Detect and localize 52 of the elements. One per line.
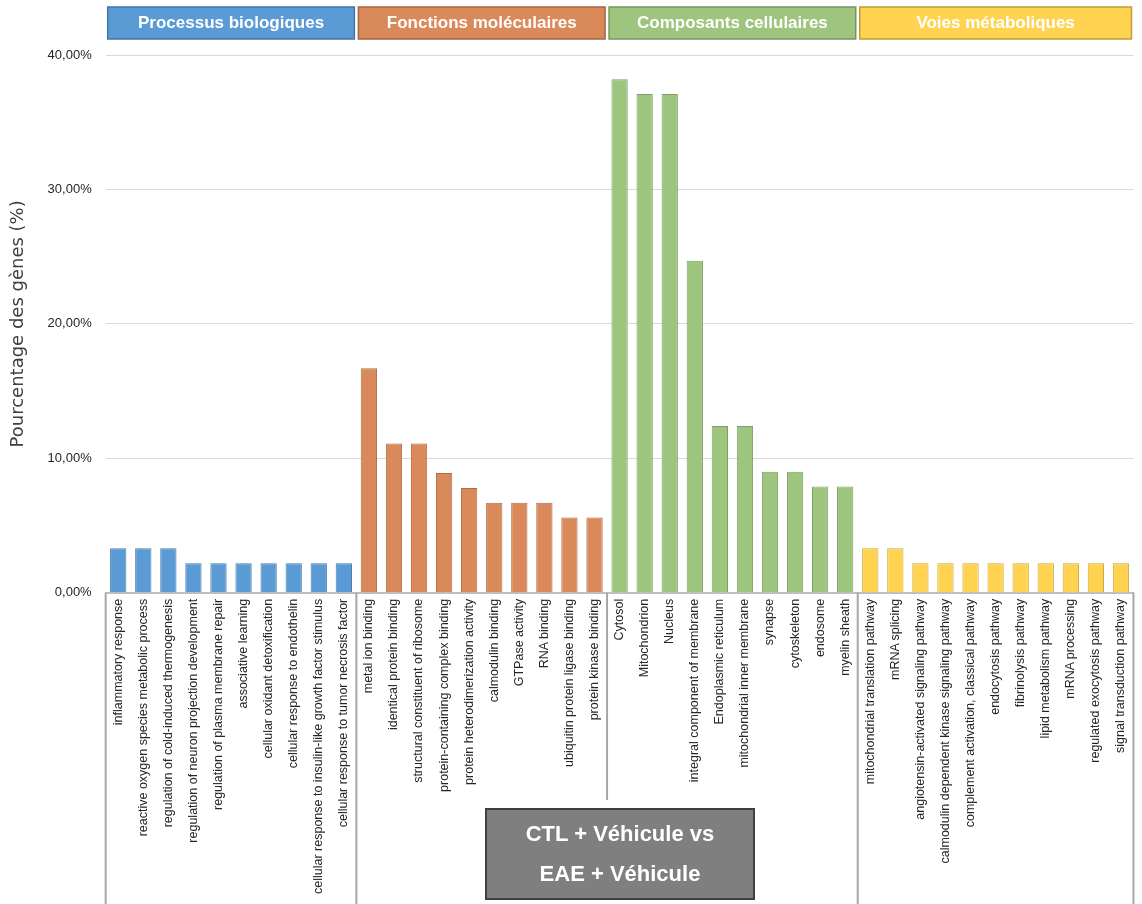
x-tick-label: mRNA processing	[1063, 598, 1078, 699]
x-tick-label: protein-containing complex binding	[436, 598, 451, 792]
x-tick-label: mRNA splicing	[887, 598, 902, 681]
x-tick-label: Nucleus	[662, 598, 677, 644]
x-tick-label: cellular oxidant detoxification	[261, 598, 276, 759]
x-tick-label: protein kinase binding	[586, 598, 601, 721]
x-tick-label: regulation of plasma membrane repair	[210, 598, 225, 810]
x-tick-label: lipid metabolism pathway	[1038, 597, 1053, 739]
x-tick-label: metal ion binding	[361, 598, 376, 694]
x-tick-label: Cytosol	[612, 598, 627, 641]
x-tick-label: Endoplasmic reticulum	[712, 598, 727, 725]
x-tick-label: associative learning	[236, 598, 251, 709]
x-tick-label: myelin sheath	[837, 598, 852, 676]
x-tick-label: integral component of membrane	[687, 598, 702, 783]
text: Fonctions moléculaires	[386, 12, 577, 32]
x-tick-label: mitochondrial translation pathway	[862, 598, 877, 785]
x-tick-label: inflammatory response	[110, 598, 125, 726]
x-tick-label: cytoskeleton	[787, 598, 802, 669]
x-tick-label: GTPase activity	[511, 597, 526, 687]
y-tick-label: 0,00%	[54, 584, 93, 600]
x-tick-label: Mitochondrion	[637, 598, 652, 678]
x-tick-label: protein heterodimerization activity	[461, 597, 476, 785]
x-tick-label: calmodulin binding	[486, 598, 501, 703]
x-tick-label: endosome	[812, 598, 827, 658]
x-tick-label: ubiquitin protein ligase binding	[561, 598, 576, 767]
x-tick-label: signal transduction pathway	[1113, 597, 1128, 753]
x-tick-label: structural constituent of ribosome	[411, 598, 426, 783]
x-tick-label: regulation of cold-induced thermogenesis	[160, 598, 175, 828]
x-tick-label: cellular response to endothelin	[286, 598, 301, 769]
x-tick-label: fibrinolysis pathway	[1013, 598, 1028, 708]
x-tick-label: angiotensin-activated signaling pathway	[912, 597, 927, 820]
x-tick-label: mitochondrial inner membrane	[737, 598, 752, 768]
y-tick-label: 10,00%	[47, 449, 93, 465]
x-tick-label: complement activation, classical pathway	[963, 597, 977, 828]
x-tick-label: cellular response to insulin-like growth factor stimulus	[311, 598, 326, 894]
x-tick-label: endocytosis pathway	[988, 597, 1003, 715]
text: Voies métaboliques	[916, 12, 1075, 32]
y-tick-label: 30,00%	[47, 181, 93, 197]
x-tick-label: regulation of neuron projection development	[185, 598, 200, 843]
text: Processus biologiques	[137, 12, 325, 32]
x-tick-label: synapse	[762, 598, 777, 646]
x-tick-label: RNA binding	[536, 598, 551, 669]
x-tick-label: cellular response to tumor necrosis factor	[336, 598, 351, 828]
text: Composants cellulaires	[636, 12, 828, 32]
text: CTL + Véhicule vs EAE + Véhicule	[485, 808, 755, 900]
x-tick-label: reactive oxygen species metabolic process	[135, 598, 150, 837]
y-tick-label: 40,00%	[47, 46, 93, 62]
x-tick-label: identical protein binding	[386, 598, 401, 731]
x-tick-label: regulated exocytosis pathway	[1088, 597, 1103, 763]
y-axis-title: Pourcentage des gènes (%)	[6, 200, 28, 448]
y-tick-label: 20,00%	[47, 315, 93, 331]
x-tick-label: calmodulin dependent kinase signaling pathway	[937, 597, 952, 864]
